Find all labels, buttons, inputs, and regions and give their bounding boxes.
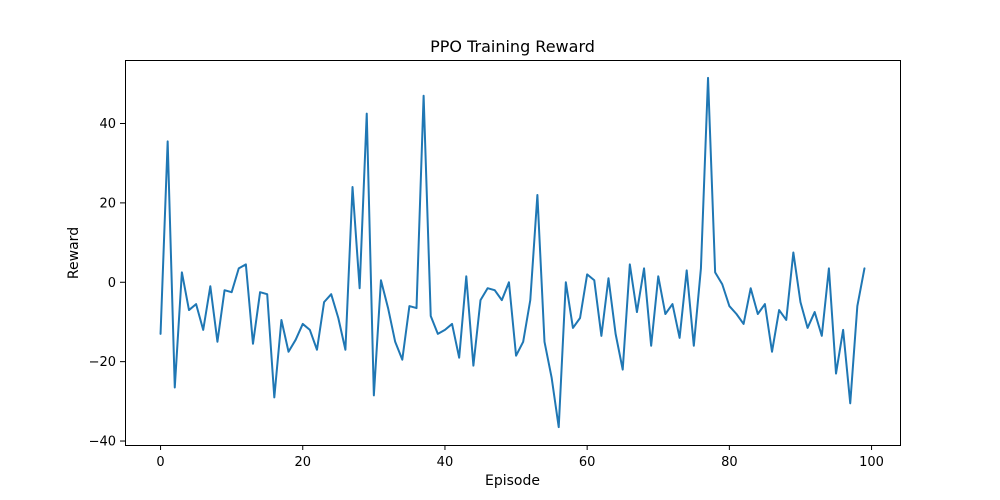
series-layer bbox=[159, 76, 866, 429]
y-tick-label: −20 bbox=[89, 355, 116, 370]
y-tick-label: 20 bbox=[99, 196, 116, 211]
y-tick-label: 40 bbox=[99, 117, 116, 132]
plot-area-frame bbox=[125, 60, 901, 446]
x-tick-label: 0 bbox=[156, 455, 164, 470]
x-axis-label: Episode bbox=[485, 473, 540, 489]
chart-title: PPO Training Reward bbox=[430, 37, 595, 56]
x-tick-label: 60 bbox=[579, 455, 596, 470]
x-tick-label: 40 bbox=[437, 455, 454, 470]
x-tick-label: 20 bbox=[294, 455, 311, 470]
x-tick-label: 80 bbox=[721, 455, 738, 470]
x-tick-label: 100 bbox=[859, 455, 884, 470]
y-tick-label: −40 bbox=[89, 435, 116, 450]
reward-series-line bbox=[159, 76, 866, 429]
y-tick-label: 0 bbox=[108, 276, 116, 291]
axes-layer: 0 20 40 60 80 100 −40 −20 0 20 40 bbox=[89, 117, 884, 470]
y-axis-label: Reward bbox=[66, 227, 82, 279]
